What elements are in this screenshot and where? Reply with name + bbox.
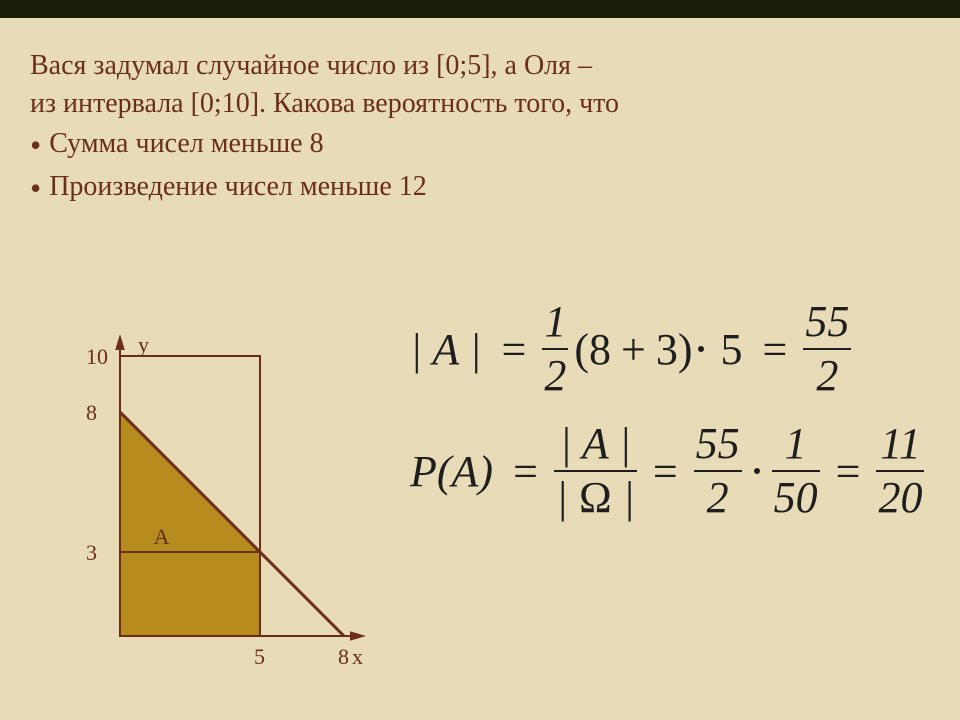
frac-bar — [694, 470, 742, 472]
cdot — [754, 468, 760, 474]
problem-bullet-2: Произведение чисел меньше 12 — [30, 168, 910, 210]
frac-bar — [554, 470, 637, 472]
problem-line-2: из интервала [0;10]. Какова вероятность … — [30, 86, 910, 122]
num: 1 — [783, 422, 809, 466]
P-of-A: P(A) — [410, 446, 493, 497]
problem-text: Вася задумал случайное число из [0;5], а… — [30, 48, 910, 212]
chart-area: 381058xyA — [80, 256, 400, 696]
frac-1-50: 1 50 — [772, 422, 820, 520]
svg-text:A: A — [154, 524, 170, 549]
three-close: 3) — [656, 324, 693, 375]
cdot — [698, 346, 704, 352]
equals: = — [836, 446, 861, 497]
slide: Вася задумал случайное число из [0;5], а… — [0, 0, 960, 720]
equals: = — [653, 446, 678, 497]
svg-text:5: 5 — [254, 644, 265, 669]
var-A: A — [582, 419, 608, 468]
var-A: A — [432, 325, 458, 374]
frac-bar — [803, 348, 851, 350]
bullet-text: Сумма чисел меньше 8 — [49, 128, 323, 159]
plus: + — [621, 324, 646, 375]
frac-55-2: 55 2 — [803, 300, 851, 398]
frac-bar — [542, 348, 568, 350]
open-paren: (8 — [574, 324, 611, 375]
top-band — [0, 0, 960, 18]
svg-text:8: 8 — [338, 644, 349, 669]
problem-bullet-1: Сумма чисел меньше 8 — [30, 125, 910, 167]
svg-text:x: x — [352, 644, 363, 669]
num: 55 — [803, 300, 851, 344]
equals: = — [513, 446, 538, 497]
omega: Ω — [579, 473, 612, 522]
equation-1: | A | = 1 2 (8 + 3) 5 = 55 2 — [400, 300, 960, 398]
num: 11 — [878, 422, 923, 466]
den: 2 — [814, 354, 840, 398]
chart-svg: 381058xyA — [80, 256, 400, 696]
num: 1 — [542, 300, 568, 344]
frac-55-2b: 55 2 — [694, 422, 742, 520]
frac-bar — [876, 470, 924, 472]
frac-abs: | A | | Ω | — [554, 422, 637, 520]
bullet-text: Произведение чисел меньше 12 — [49, 172, 427, 203]
num: 55 — [694, 422, 742, 466]
abs-omega-den: | Ω | — [554, 476, 637, 520]
abs-A-num: | A | — [558, 422, 634, 466]
problem-line-1: Вася задумал случайное число из [0;5], а… — [30, 48, 910, 84]
svg-text:3: 3 — [86, 540, 97, 565]
equation-2: P(A) = | A | | Ω | = 55 2 1 50 — [400, 422, 960, 520]
den: 50 — [772, 476, 820, 520]
frac-half: 1 2 — [542, 300, 568, 398]
equals: = — [762, 324, 787, 375]
frac-bar — [772, 470, 820, 472]
den: 20 — [876, 476, 924, 520]
equals: = — [502, 324, 527, 375]
frac-11-20: 11 20 — [876, 422, 924, 520]
den: 2 — [542, 354, 568, 398]
math-block: | A | = 1 2 (8 + 3) 5 = 55 2 — [400, 300, 960, 544]
svg-text:8: 8 — [86, 400, 97, 425]
svg-text:y: y — [138, 332, 149, 357]
svg-text:10: 10 — [86, 344, 108, 369]
den: 2 — [705, 476, 731, 520]
abs-A: | A | — [410, 324, 482, 375]
five: 5 — [720, 324, 742, 375]
